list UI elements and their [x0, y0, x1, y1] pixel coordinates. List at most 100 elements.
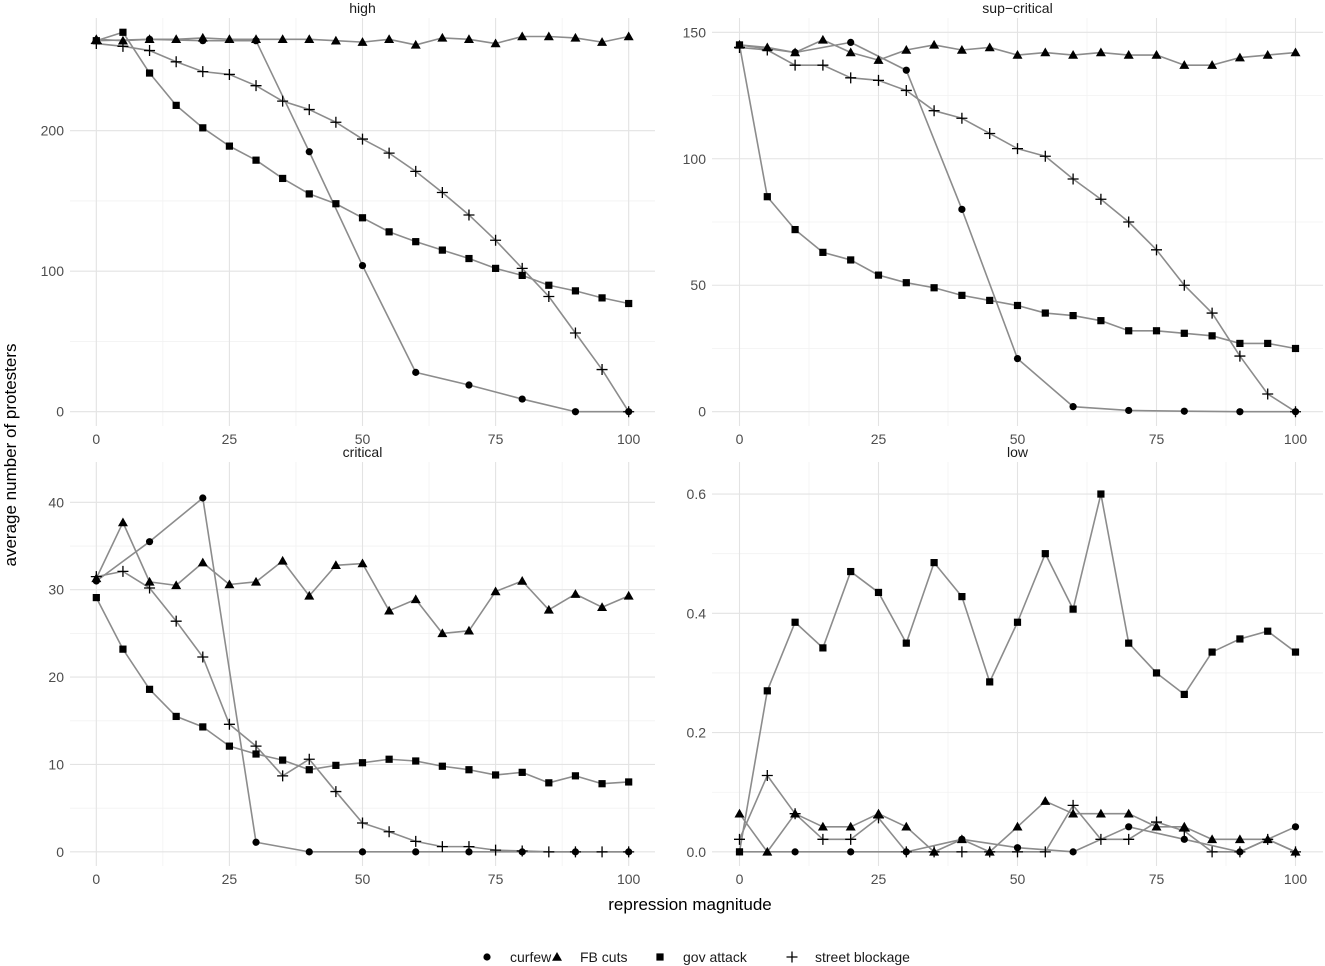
data-point — [735, 848, 744, 856]
data-point — [1180, 690, 1188, 699]
data-point — [1068, 50, 1079, 59]
data-point — [1095, 47, 1106, 57]
data-point — [930, 559, 938, 567]
series-points-street-blockage — [90, 565, 635, 858]
y-tick-label: 150 — [683, 24, 707, 40]
data-point — [956, 44, 967, 54]
data-point — [1040, 796, 1051, 805]
y-tick-label: 0 — [56, 404, 64, 420]
data-point — [277, 555, 288, 565]
data-point — [330, 560, 341, 570]
data-point — [463, 841, 475, 853]
series-points-gov-attack — [92, 593, 633, 788]
data-point — [384, 34, 395, 44]
y-tick-label: 30 — [48, 582, 64, 598]
data-point — [1290, 406, 1302, 418]
x-tick-label: 75 — [1149, 431, 1165, 447]
data-point — [1208, 648, 1216, 656]
data-point — [490, 586, 501, 596]
data-point — [596, 364, 608, 376]
series-points-gov-attack — [92, 28, 633, 308]
data-point — [1097, 490, 1105, 498]
data-point — [385, 755, 393, 763]
data-point — [817, 833, 829, 845]
legend-plus-icon — [786, 951, 798, 963]
data-point — [1262, 50, 1273, 59]
data-point — [144, 45, 156, 57]
data-point — [1069, 848, 1077, 856]
x-tick-label: 0 — [92, 871, 100, 887]
data-point — [1012, 821, 1023, 831]
data-point — [845, 72, 857, 84]
data-point — [1264, 339, 1272, 348]
data-point — [790, 47, 801, 57]
y-tick-label: 40 — [48, 494, 64, 510]
data-point — [358, 848, 367, 856]
x-tick-label: 0 — [736, 431, 744, 447]
data-point — [117, 517, 128, 527]
data-point — [1291, 648, 1300, 656]
data-point — [463, 209, 475, 221]
data-point — [1152, 327, 1161, 335]
data-point — [761, 770, 773, 782]
data-point — [1178, 279, 1190, 291]
data-point — [90, 571, 102, 583]
data-point — [437, 32, 448, 42]
data-point — [1180, 329, 1188, 337]
data-point — [873, 55, 884, 64]
data-point — [847, 567, 855, 576]
data-point — [225, 142, 234, 150]
data-point — [304, 590, 315, 600]
legend-item-fb-cuts: FB cuts — [552, 949, 627, 965]
data-point — [517, 575, 528, 585]
data-point — [330, 786, 342, 798]
y-tick-label: 10 — [48, 756, 64, 772]
data-point — [928, 846, 940, 858]
data-point — [569, 327, 581, 339]
data-point — [491, 264, 500, 272]
data-point — [761, 44, 773, 56]
data-point — [623, 406, 635, 418]
data-point — [763, 687, 771, 695]
data-point — [956, 834, 967, 844]
data-point — [170, 56, 182, 68]
data-point — [465, 381, 473, 389]
data-point — [277, 95, 289, 107]
data-point — [358, 214, 367, 222]
data-point — [199, 723, 207, 731]
data-point — [332, 761, 340, 769]
x-tick-label: 75 — [488, 431, 504, 447]
legend-item-street-blockage: street blockage — [786, 949, 910, 965]
x-tick-label: 25 — [222, 431, 238, 447]
data-point — [1095, 833, 1107, 845]
y-tick-label: 0.4 — [687, 605, 707, 621]
data-point — [569, 846, 581, 858]
data-point — [1178, 825, 1190, 837]
data-point — [305, 848, 313, 856]
data-point — [929, 39, 940, 49]
legend-square-icon — [656, 953, 664, 961]
data-point — [197, 557, 208, 567]
data-point — [571, 287, 580, 295]
data-point — [817, 34, 828, 44]
data-point — [463, 34, 474, 44]
data-point — [789, 808, 801, 820]
panel-title: low — [1007, 444, 1029, 460]
legend-label: FB cuts — [580, 949, 627, 965]
data-point — [958, 205, 966, 213]
data-point — [901, 44, 912, 54]
data-point — [1067, 173, 1079, 185]
data-point — [847, 38, 855, 46]
data-point — [518, 768, 526, 776]
data-point — [1041, 309, 1049, 317]
data-point — [384, 605, 395, 615]
data-point — [900, 846, 912, 858]
data-point — [570, 589, 581, 598]
data-point — [224, 579, 235, 589]
data-point — [545, 779, 553, 787]
data-point — [571, 772, 580, 780]
data-point — [1206, 307, 1218, 319]
data-point — [625, 299, 633, 308]
data-point — [872, 812, 884, 824]
